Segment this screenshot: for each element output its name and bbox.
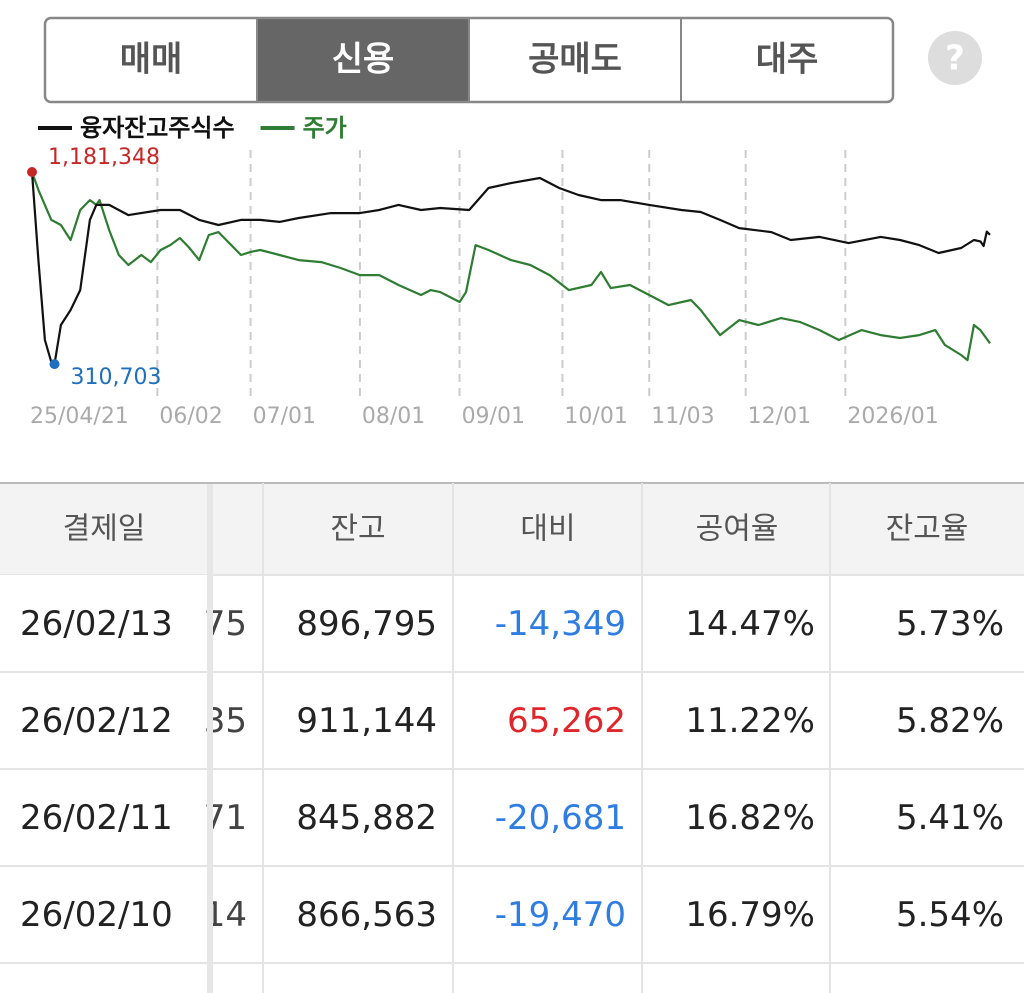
- cell-change: 65,262: [507, 701, 626, 741]
- tab-label[interactable]: 대주: [756, 40, 819, 80]
- legend-label: 융자잔고주식수: [80, 114, 235, 142]
- cell-balance-ratio: 5.54%: [896, 895, 1004, 935]
- extreme-marker: [49, 359, 60, 370]
- sticky-shadow: [207, 484, 213, 993]
- extreme-marker: [27, 166, 37, 177]
- cell-balance-ratio: 5.41%: [896, 798, 1004, 838]
- x-tick-label: 2026/01: [847, 404, 938, 429]
- tab[interactable]: [257, 18, 469, 102]
- series-line: [30, 171, 991, 362]
- x-tick-label: 12/01: [748, 404, 811, 429]
- cell-balance: 866,563: [296, 895, 437, 935]
- x-tick-label: 07/01: [253, 404, 316, 429]
- x-tick-label: 25/04/21: [30, 404, 129, 429]
- tab[interactable]: [45, 18, 257, 102]
- cell-balance-ratio: 5.73%: [896, 604, 1004, 644]
- extreme-label: 310,703: [71, 365, 162, 390]
- cell-balance-ratio: 5.82%: [896, 701, 1004, 741]
- cell-change: -14,349: [495, 604, 626, 644]
- column-header: 결제일: [63, 512, 146, 547]
- cell-date: 26/02/12: [20, 701, 173, 741]
- x-tick-label: 11/03: [651, 404, 714, 429]
- tab-label[interactable]: 매매: [120, 40, 183, 80]
- extreme-label: 1,181,348: [48, 145, 160, 170]
- cell-ratio: 16.82%: [685, 798, 815, 838]
- sticky-header-bg: [0, 484, 207, 575]
- cell-change: -19,470: [495, 895, 626, 935]
- tab[interactable]: [469, 18, 681, 102]
- help-icon[interactable]: ?: [945, 39, 965, 79]
- cell-change: -20,681: [495, 798, 626, 838]
- cell-date: 26/02/11: [20, 798, 173, 838]
- x-tick-label: 06/02: [159, 404, 222, 429]
- cell-ratio: 16.79%: [685, 895, 815, 935]
- x-tick-label: 09/01: [462, 404, 525, 429]
- cell-ratio: 14.47%: [685, 604, 815, 644]
- column-header: 공여율: [696, 512, 779, 547]
- cell-balance: 845,882: [296, 798, 437, 838]
- x-tick-label: 08/01: [362, 404, 425, 429]
- cell-date: 26/02/13: [20, 604, 173, 644]
- series-line: [30, 171, 991, 366]
- column-header: 잔고율: [886, 512, 969, 547]
- column-header: 잔고: [330, 512, 385, 547]
- tab-border: [43, 16, 895, 104]
- tab-label[interactable]: 공매도: [528, 40, 622, 80]
- cell-balance: 896,795: [296, 604, 437, 644]
- column-header: 대비: [520, 512, 575, 547]
- tab-label[interactable]: 신용: [332, 40, 395, 80]
- legend-label: 주가: [303, 114, 347, 142]
- sticky-column-bg: [0, 575, 207, 993]
- x-tick-label: 10/01: [564, 404, 627, 429]
- cell-ratio: 11.22%: [685, 701, 815, 741]
- help-button[interactable]: [928, 31, 982, 85]
- cell-balance: 911,144: [296, 701, 437, 741]
- cell-date: 26/02/10: [20, 895, 173, 935]
- tab[interactable]: [681, 18, 893, 102]
